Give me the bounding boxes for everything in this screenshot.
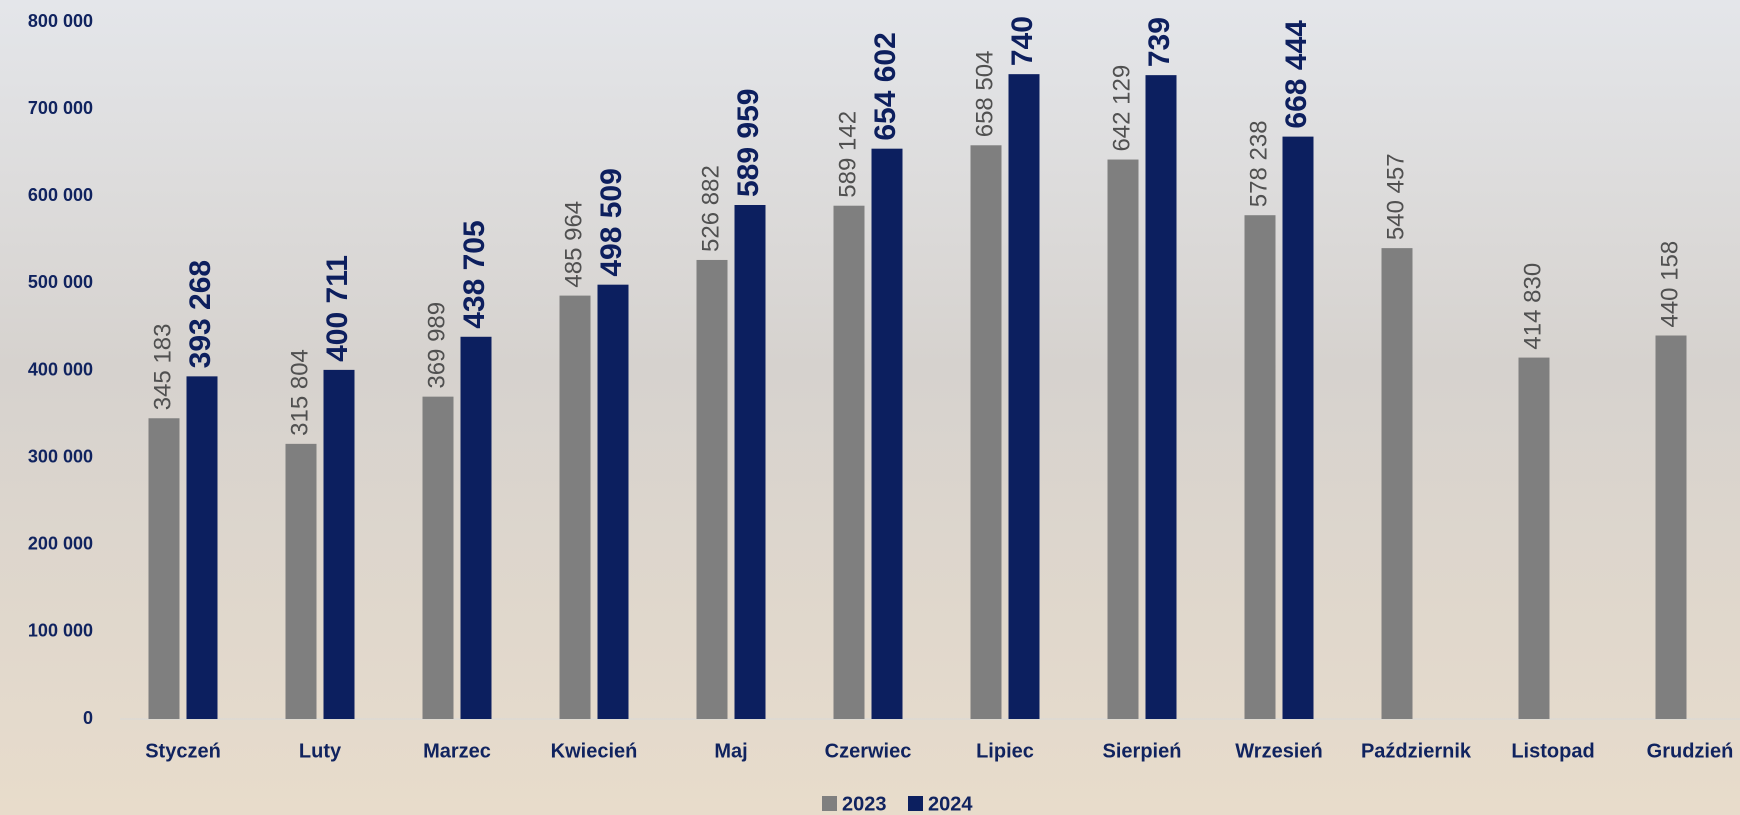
x-tick-label: Grudzień [1647,740,1734,762]
bar [422,396,454,719]
bar [597,284,629,719]
y-tick-label: 500 000 [28,272,93,292]
x-tick-label: Marzec [423,740,491,762]
data-label: 578 238 [1245,120,1272,207]
y-tick-label: 0 [83,708,93,728]
x-tick-label: Październik [1361,740,1472,762]
bar [970,145,1002,720]
x-tick-label: Lipiec [976,740,1034,762]
data-label: 526 882 [697,165,724,252]
y-tick-label: 300 000 [28,446,93,466]
x-tick-label: Sierpień [1103,740,1182,762]
legend-label: 2024 [928,793,973,815]
bar [833,205,865,720]
bar [460,336,492,719]
x-tick-label: Kwiecień [551,740,638,762]
data-label: 589 142 [834,111,861,198]
data-label: 739 [1143,17,1176,67]
x-tick-label: Luty [299,740,342,762]
legend-label: 2023 [842,793,887,815]
bar [696,259,728,719]
y-tick-label: 400 000 [28,359,93,379]
data-label: 654 602 [869,32,902,140]
y-tick-label: 600 000 [28,185,93,205]
x-tick-label: Maj [714,740,747,762]
y-tick-label: 100 000 [28,621,93,641]
y-tick-label: 700 000 [28,98,93,118]
data-label: 369 989 [423,302,450,389]
bar [1655,335,1687,719]
data-label: 658 504 [971,51,998,138]
bar [1518,357,1550,719]
bar [1008,74,1040,719]
y-tick-label: 200 000 [28,534,93,554]
data-label: 740 [1006,16,1039,66]
data-label: 642 129 [1108,65,1135,152]
bar [323,369,355,719]
bar [559,295,591,719]
bar [285,443,317,719]
x-tick-label: Listopad [1511,740,1594,762]
data-label: 498 509 [595,168,628,276]
data-label: 540 457 [1382,153,1409,240]
bar [734,204,766,719]
data-label: 589 959 [732,89,765,197]
legend-swatch [908,796,923,811]
data-label: 315 804 [286,349,313,436]
data-label: 668 444 [1280,20,1313,129]
x-tick-label: Czerwiec [825,740,912,762]
legend-swatch [822,796,837,811]
bar [1381,248,1413,720]
bar [1244,215,1276,719]
bar [1107,159,1139,719]
data-label: 414 830 [1519,263,1546,350]
bar [1145,75,1177,720]
bar [871,148,903,720]
data-label: 485 964 [560,201,587,288]
data-label: 438 705 [458,220,491,328]
y-tick-label: 800 000 [28,11,93,31]
data-label: 440 158 [1656,241,1683,328]
bar [1282,136,1314,719]
data-label: 393 268 [184,260,217,368]
bar [148,418,180,719]
x-tick-label: Styczeń [145,740,221,762]
data-label: 345 183 [149,323,176,410]
bar [186,376,218,719]
x-tick-label: Wrzesień [1235,740,1322,762]
data-label: 400 711 [321,255,354,362]
